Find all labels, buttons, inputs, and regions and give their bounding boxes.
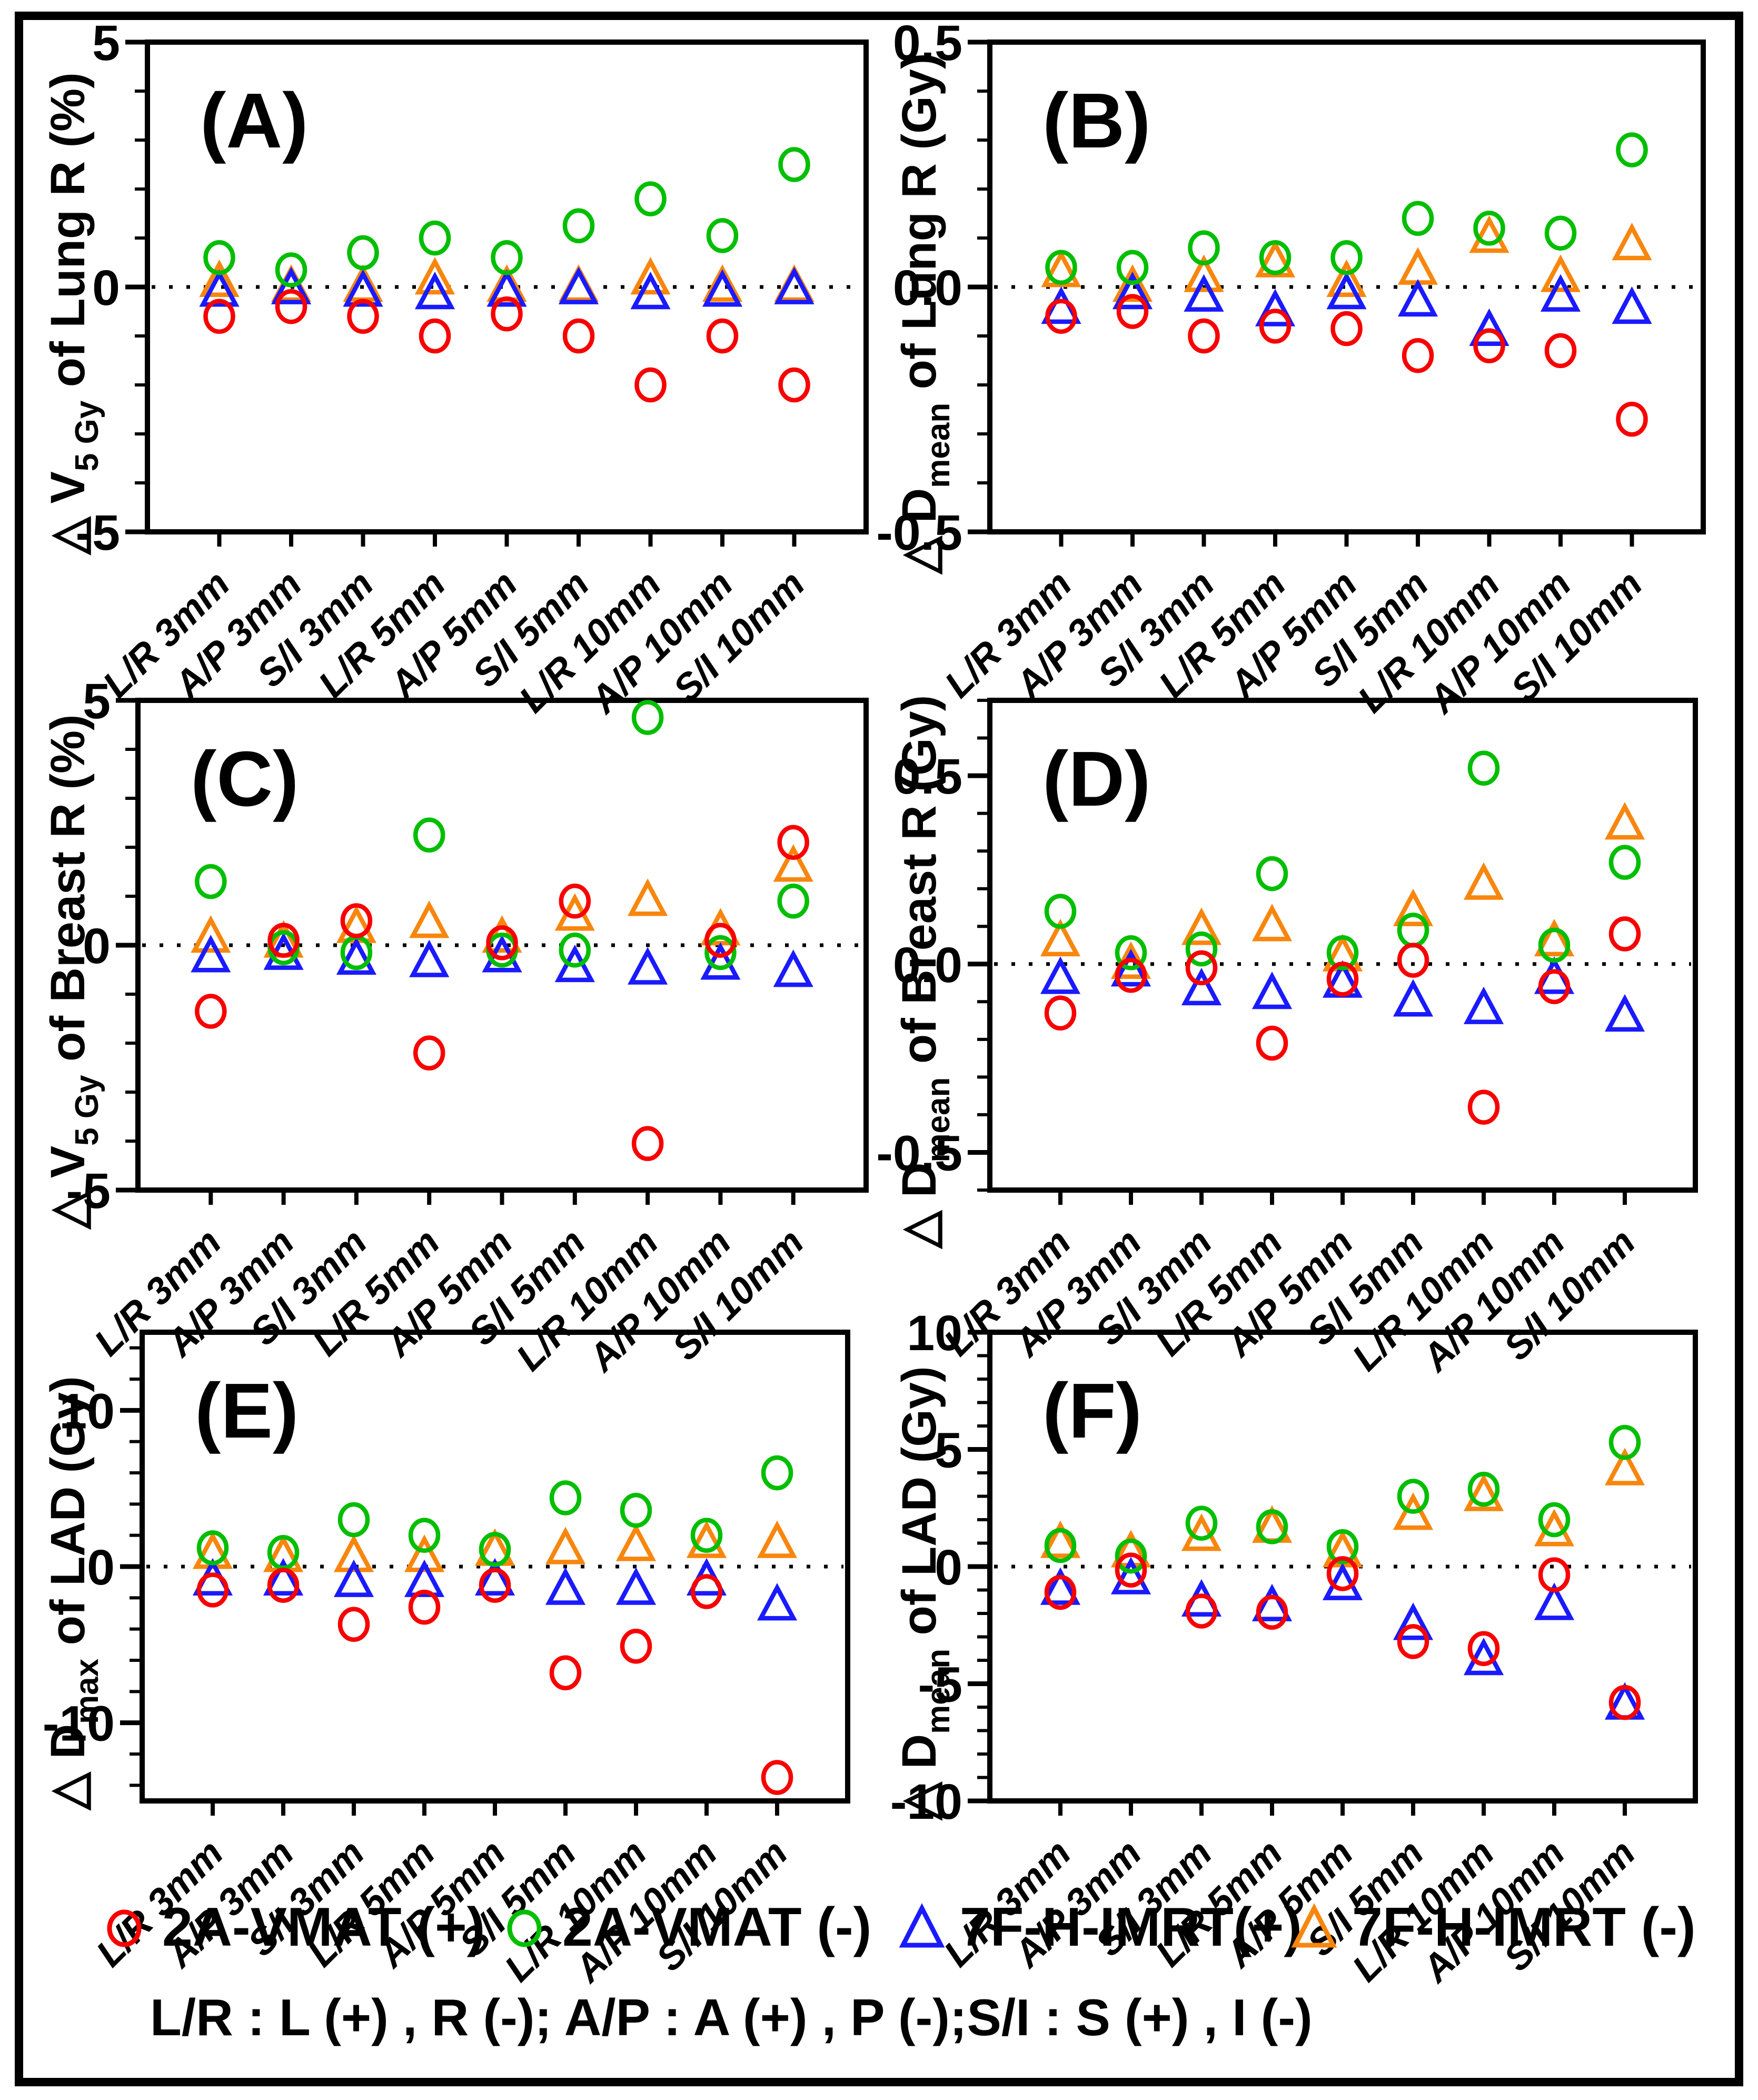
- svg-text:0: 0: [935, 1540, 962, 1596]
- svg-text:5: 5: [92, 15, 120, 71]
- svg-text:△ Dmean of LAD (Gy): △ Dmean of LAD (Gy): [892, 1366, 957, 1821]
- svg-text:(E): (E): [195, 1368, 299, 1454]
- svg-text:△ Dmax of LAD (Gy): △ Dmax of LAD (Gy): [41, 1376, 105, 1811]
- svg-text:△ Dmean of Breast R (Gy): △ Dmean of Breast R (Gy): [892, 695, 957, 1250]
- svg-text:5: 5: [83, 673, 111, 729]
- svg-text:0: 0: [92, 260, 120, 316]
- svg-text:0.0: 0.0: [893, 260, 962, 316]
- svg-text:0: 0: [87, 1540, 115, 1596]
- svg-text:10: 10: [907, 1305, 962, 1361]
- legend-label: 2A-VMAT (+): [162, 1896, 485, 1958]
- svg-text:(F): (F): [1042, 1368, 1142, 1454]
- legend-item-7f-h-imrt-minus: 7F-H-IMRT (-): [1290, 1888, 1696, 1967]
- svg-text:-10: -10: [890, 1774, 962, 1830]
- svg-text:10: 10: [59, 1383, 115, 1439]
- svg-text:0: 0: [83, 918, 111, 974]
- svg-text:-5: -5: [918, 1657, 962, 1713]
- svg-text:(A): (A): [200, 77, 308, 164]
- svg-text:-0.5: -0.5: [876, 505, 962, 561]
- svg-text:-10: -10: [43, 1696, 115, 1752]
- legend: 2A-VMAT (+) 2A-VMAT (-) 7F-H-IMRT(+) 7F-…: [0, 1888, 1758, 1967]
- legend-item-2a-vmat-plus: 2A-VMAT (+): [100, 1888, 485, 1967]
- shift-direction-note: L/R : L (+) , R (-); A/P : A (+) , P (-)…: [150, 1988, 1313, 2046]
- svg-text:(B): (B): [1042, 77, 1150, 164]
- orange-triangle-icon: [1291, 1903, 1337, 1948]
- svg-text:0.5: 0.5: [893, 749, 962, 805]
- svg-text:-0.5: -0.5: [876, 1125, 962, 1181]
- svg-text:0.0: 0.0: [893, 937, 962, 993]
- red-circle-icon: [107, 1909, 142, 1947]
- svg-text:△ Dmean of Lung R (Gy): △ Dmean of Lung R (Gy): [892, 53, 957, 575]
- svg-text:△ V5 Gy of Breast R (%): △ V5 Gy of Breast R (%): [41, 714, 105, 1230]
- svg-text:0.5: 0.5: [893, 15, 962, 71]
- blue-triangle-icon: [899, 1903, 945, 1948]
- legend-label: 2A-VMAT (-): [562, 1896, 872, 1958]
- svg-text:△ V5 Gy of Lung R (%): △ V5 Gy of Lung R (%): [41, 72, 105, 556]
- svg-text:-5: -5: [76, 505, 120, 561]
- legend-item-7f-h-imrt-plus: 7F-H-IMRT(+): [898, 1888, 1302, 1967]
- svg-text:5: 5: [935, 1423, 962, 1479]
- svg-text:(D): (D): [1042, 736, 1150, 823]
- svg-text:-5: -5: [66, 1163, 111, 1219]
- svg-text:(C): (C): [191, 736, 299, 823]
- legend-item-2a-vmat-minus: 2A-VMAT (-): [500, 1888, 871, 1967]
- legend-label: 7F-H-IMRT (-): [1352, 1896, 1696, 1958]
- green-circle-icon: [507, 1909, 542, 1947]
- legend-label: 7F-H-IMRT(+): [960, 1896, 1302, 1958]
